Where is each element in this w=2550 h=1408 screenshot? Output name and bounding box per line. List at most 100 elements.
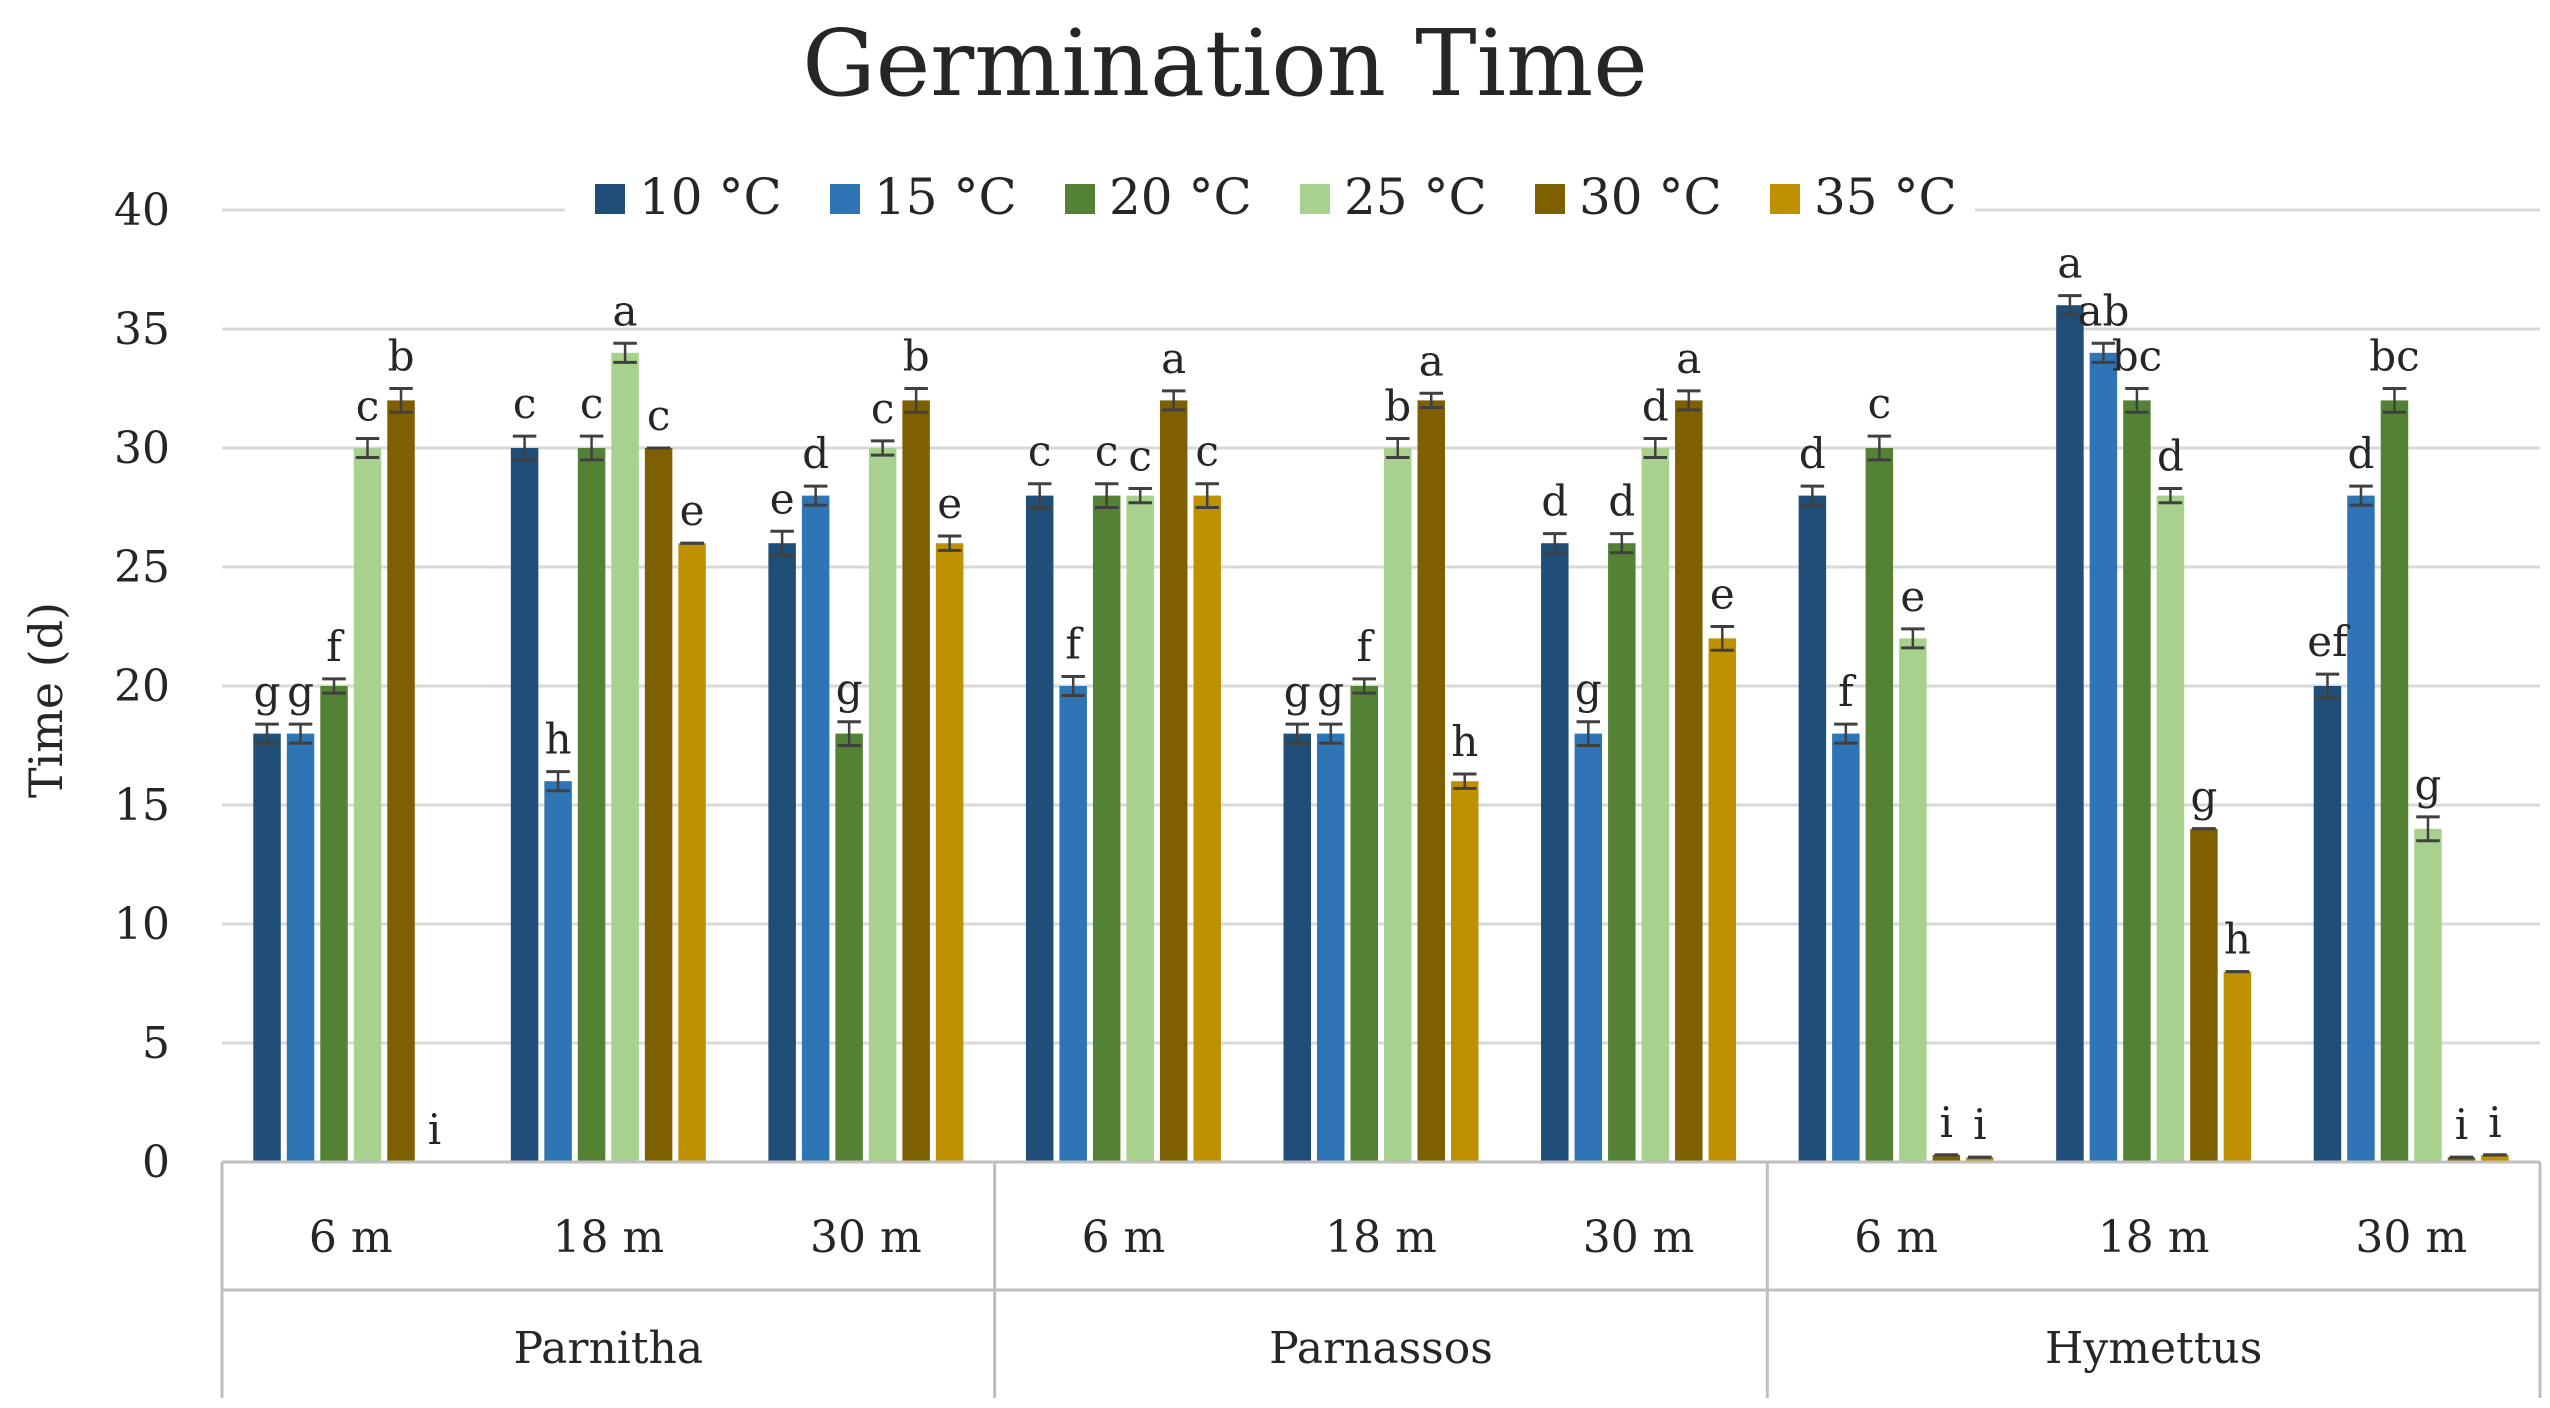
bar: [320, 686, 348, 1162]
legend-label: 25 °C: [1344, 168, 1487, 226]
significance-letter: g: [2415, 760, 2442, 809]
bar: [1574, 733, 1603, 1162]
significance-letter: bc: [2369, 332, 2419, 381]
significance-letter: c: [1128, 431, 1152, 480]
bar: [1126, 495, 1154, 1163]
significance-letter: a: [613, 286, 638, 335]
bar: [2123, 400, 2151, 1162]
bar: [1417, 400, 1445, 1162]
y-tick-label: 15: [114, 780, 170, 831]
significance-letter: b: [388, 332, 415, 381]
category-label: 30 m: [2355, 1212, 2467, 1263]
bar: [1641, 448, 1670, 1162]
category-label: 30 m: [810, 1212, 922, 1263]
bar: [1608, 543, 1636, 1162]
legend-swatch: [1300, 184, 1330, 214]
bar: [1350, 686, 1378, 1162]
legend-swatch: [1535, 184, 1565, 214]
group-label: Parnassos: [1269, 1323, 1493, 1374]
significance-letter: g: [1284, 667, 1311, 716]
significance-letter: bc: [2112, 332, 2162, 381]
significance-letter: i: [1973, 1100, 1986, 1149]
group-label: Parnitha: [514, 1323, 704, 1374]
category-label: 6 m: [1854, 1212, 1938, 1263]
significance-letter: d: [2157, 431, 2184, 480]
bar: [1384, 448, 1412, 1162]
significance-letter: e: [1710, 570, 1735, 619]
significance-letter: c: [513, 379, 537, 428]
significance-letter: g: [287, 667, 314, 716]
legend: 10 °C 15 °C 20 °C 25 °C 30 °C 35 °C: [565, 165, 1975, 250]
bar: [1541, 543, 1569, 1162]
significance-letter: i: [428, 1105, 441, 1154]
y-tick-label: 10: [114, 899, 170, 950]
significance-letter: c: [1095, 427, 1119, 476]
category-label: 6 m: [309, 1212, 393, 1263]
bar: [2089, 352, 2118, 1162]
bar: [2056, 305, 2084, 1162]
y-tick-label: 5: [142, 1018, 170, 1069]
significance-letter: g: [254, 667, 281, 716]
legend-label: 20 °C: [1109, 168, 1252, 226]
significance-letter: c: [1195, 427, 1219, 476]
category-label: 18 m: [1325, 1212, 1437, 1263]
significance-letter: g: [1317, 667, 1344, 716]
bar: [353, 448, 382, 1162]
bar: [1932, 1154, 1961, 1162]
chart-title: Germination Time: [802, 10, 1647, 117]
bar: [644, 448, 673, 1162]
significance-letter: g: [836, 665, 863, 714]
significance-letter: e: [680, 486, 705, 535]
y-tick-label: 20: [114, 661, 170, 712]
bar: [1708, 638, 1737, 1162]
significance-letter: a: [1419, 336, 1444, 385]
legend-label: 10 °C: [639, 168, 782, 226]
significance-letter: d: [1608, 477, 1635, 526]
bar: [902, 400, 930, 1162]
bar: [577, 448, 606, 1162]
y-tick-label: 40: [114, 185, 170, 236]
bar: [1899, 638, 1927, 1162]
bar: [1865, 448, 1894, 1162]
y-axis-label: Time (d): [19, 602, 73, 798]
significance-letter: f: [1356, 622, 1375, 671]
bar: [2313, 686, 2342, 1162]
y-tick-label: 30: [114, 423, 170, 474]
group-label: Hymettus: [2045, 1323, 2262, 1374]
significance-letter: i: [1940, 1098, 1953, 1147]
significance-letter: d: [2348, 429, 2375, 478]
significance-letter: h: [2224, 915, 2251, 964]
bar: [835, 733, 863, 1162]
bar: [1798, 495, 1827, 1163]
significance-letter: d: [1799, 429, 1826, 478]
bar: [2447, 1157, 2476, 1162]
significance-letter: g: [1575, 665, 1602, 714]
bar: [1159, 400, 1188, 1162]
significance-letter: b: [1384, 381, 1411, 430]
significance-letter: c: [647, 391, 671, 440]
bars: [253, 305, 2509, 1163]
significance-letter: f: [1838, 667, 1857, 716]
significance-letter: c: [1028, 427, 1052, 476]
bar: [1025, 495, 1054, 1163]
significance-letter: g: [2190, 772, 2217, 821]
bar: [510, 448, 539, 1162]
significance-letter: a: [1161, 334, 1186, 383]
bar: [2156, 495, 2185, 1163]
legend-label: 35 °C: [1814, 168, 1957, 226]
bar: [2190, 828, 2218, 1162]
significance-letter: i: [2488, 1098, 2501, 1147]
bar: [286, 733, 315, 1162]
bar: [1193, 495, 1221, 1163]
significance-letter: f: [1065, 619, 1084, 668]
legend-swatch: [830, 184, 860, 214]
significance-letter: a: [1676, 334, 1701, 383]
bar: [868, 448, 897, 1162]
significance-letter: d: [802, 429, 829, 478]
bar: [2380, 400, 2409, 1162]
significance-letter: c: [871, 384, 895, 433]
gridlines: [222, 208, 2540, 1045]
bar: [253, 733, 281, 1162]
category-label: 30 m: [1583, 1212, 1695, 1263]
